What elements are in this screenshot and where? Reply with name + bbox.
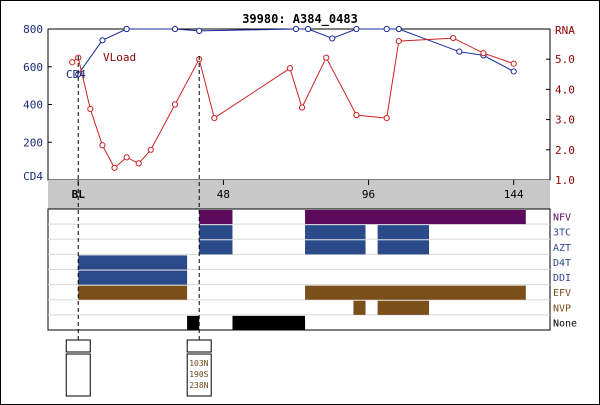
left-tick-label: 400: [23, 99, 43, 112]
series-point-cd4: [353, 25, 360, 33]
series-point-cd4: [304, 25, 312, 33]
plot-border: [47, 28, 551, 181]
series-point-vload: [353, 111, 360, 119]
series-point-vload: [171, 101, 179, 108]
drug-bar-azt: [305, 240, 366, 255]
dashed-markers: [77, 56, 200, 350]
right-tick-label: 3.0: [555, 114, 575, 127]
drug-bar-nfv: [199, 210, 233, 225]
series-point-vload: [286, 65, 294, 72]
series-point-vload: [135, 160, 142, 167]
series-point-cd4: [510, 68, 517, 75]
series-point-vload: [480, 50, 487, 57]
drug-label-efv: EFV: [553, 288, 571, 299]
series-point-vload: [211, 114, 218, 122]
series-point-vload: [323, 54, 330, 61]
series-point-cd4: [395, 25, 402, 33]
series-point-vload: [123, 154, 130, 161]
drug-bar-3tc: [199, 225, 233, 240]
drug-label-azt: AZT: [553, 243, 571, 254]
genotype-mutation: 238N: [189, 381, 208, 390]
series-point-vload: [450, 34, 457, 42]
series-point-cd4: [171, 25, 179, 33]
plot-area: CD4 200 400 600 800 1.0 2.0 3.0 4.0 5.0 RNA CD4 …: [23, 23, 575, 187]
series-point-cd4: [383, 25, 390, 33]
genotype-mutation-box: [65, 353, 91, 397]
series-point-cd4: [456, 48, 463, 55]
drug-bar-none: [187, 315, 200, 330]
cd4-series-label: CD4: [66, 68, 86, 81]
genotype-mutation: 103N: [189, 359, 208, 368]
drug-bar-none: [232, 315, 306, 330]
series-point-vload: [383, 114, 390, 122]
drug-bar-nvp: [353, 300, 366, 315]
series-point-vload: [298, 104, 306, 111]
drug-bar-d4t: [78, 255, 188, 270]
drug-bars: [78, 210, 526, 330]
drug-bar-nvp: [377, 300, 430, 315]
chart-title: 39980: A384_0483: [242, 12, 358, 27]
drug-label-3tc: 3TC: [553, 228, 571, 239]
series-point-vload: [87, 105, 94, 113]
x-axis-ticks: BL 48 96 144: [72, 180, 524, 201]
left-tick-label: 600: [23, 61, 43, 74]
genotype-mutation: 190S: [189, 370, 208, 379]
genotype-header-box: [65, 339, 91, 353]
x-tick-label: 48: [217, 188, 230, 201]
series-point-cd4: [329, 35, 336, 42]
series-layer: [69, 25, 517, 172]
series-point-vload: [510, 60, 517, 67]
drug-label-nfv: NFV: [553, 213, 571, 224]
drug-bar-azt: [199, 240, 233, 255]
right-tick-label: 4.0: [555, 83, 575, 96]
series-line-vload: [71, 37, 514, 169]
right-tick-label: 2.0: [555, 144, 575, 157]
drug-bar-azt: [377, 240, 430, 255]
drug-label-nvp: NVP: [553, 303, 571, 314]
series-point-vload: [111, 164, 118, 172]
left-tick-label: 800: [23, 23, 43, 36]
x-axis-band: BL 48 96 144: [48, 180, 550, 209]
left-tick-label: CD4: [23, 170, 43, 183]
series-point-cd4: [123, 25, 130, 33]
series-point-cd4: [292, 25, 300, 33]
genotype-boxes: 103N 190S 238N: [65, 339, 212, 397]
x-tick-label: 96: [362, 188, 375, 201]
left-axis: CD4 200 400 600 800: [23, 23, 52, 183]
series-line-cd4: [77, 28, 514, 75]
series-point-vload: [69, 59, 76, 66]
drug-label-d4t: D4T: [553, 258, 571, 269]
drug-panel: NFV 3TC AZT D4T DDI EFV NVP None: [47, 208, 577, 331]
right-tick-label: 1.0: [555, 174, 575, 187]
series-point-vload: [147, 146, 154, 153]
right-axis-label: RNA: [555, 24, 575, 37]
series-point-vload: [99, 142, 106, 149]
drug-labels: NFV 3TC AZT D4T DDI EFV NVP None: [553, 213, 577, 330]
vload-series-label: VLoad: [103, 51, 136, 64]
x-tick-label: BL: [72, 188, 86, 201]
x-axis-background: [48, 180, 550, 209]
drug-label-none: None: [553, 318, 577, 329]
genotype-header-box: [186, 339, 212, 353]
drug-bar-3tc: [377, 225, 430, 240]
series-point-cd4: [196, 27, 203, 34]
x-tick-label: 144: [504, 188, 524, 201]
drug-label-ddi: DDI: [553, 273, 571, 284]
drug-bar-efv: [78, 285, 188, 300]
drug-bar-efv: [305, 285, 526, 300]
left-tick-label: 200: [23, 136, 43, 149]
right-tick-label: 5.0: [555, 53, 575, 66]
drug-bar-3tc: [305, 225, 366, 240]
drug-bar-ddi: [78, 270, 188, 285]
series-point-cd4: [99, 37, 106, 44]
drug-bar-nfv: [305, 210, 526, 225]
series-point-vload: [395, 37, 402, 45]
genotype-mutation-box: [186, 353, 212, 397]
